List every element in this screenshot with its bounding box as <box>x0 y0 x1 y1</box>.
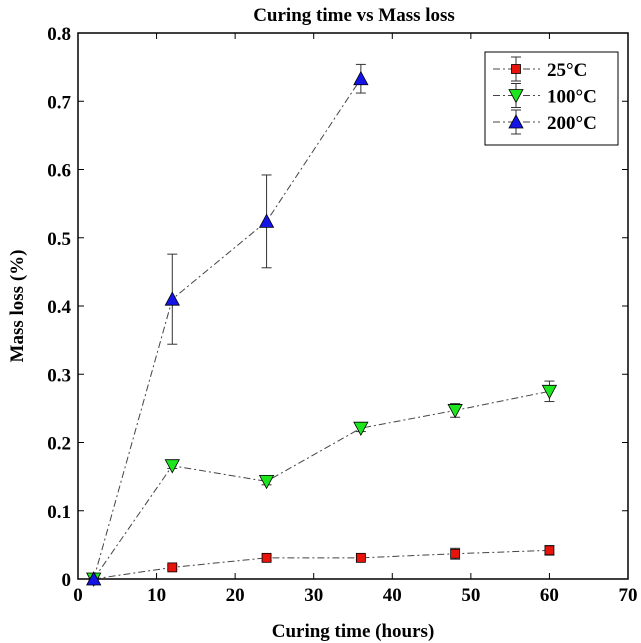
legend: 25°C 100°C 200°C <box>484 51 619 146</box>
y-axis-title: Mass loss (%) <box>7 250 28 363</box>
series-line <box>93 390 550 580</box>
series-1 <box>86 380 558 587</box>
legend-entry: 100°C <box>493 83 597 108</box>
data-point <box>544 545 555 556</box>
data-point <box>261 552 272 563</box>
series-layer <box>86 63 558 587</box>
chart-title: Curing time vs Mass loss <box>253 5 455 26</box>
series-line <box>93 78 362 580</box>
y-tick-label: 0.8 <box>47 24 71 45</box>
data-point <box>258 475 275 490</box>
legend-label: 100°C <box>547 87 597 108</box>
legend-box <box>484 51 619 146</box>
data-point <box>164 291 180 306</box>
data-point <box>258 213 275 228</box>
y-tick-label: 0.7 <box>47 92 71 113</box>
data-point <box>447 404 463 419</box>
series-0 <box>88 545 555 584</box>
x-tick-label: 50 <box>461 585 480 606</box>
x-tick-label: 40 <box>383 585 402 606</box>
series-2 <box>86 63 369 586</box>
data-point <box>167 562 178 573</box>
y-tick-label: 0 <box>62 570 72 591</box>
y-tick-labels: 0 0.1 0.2 0.3 0.4 0.5 0.6 0.7 0.8 <box>47 24 71 591</box>
y-tick-label: 0.4 <box>47 297 71 318</box>
y-tick-label: 0.1 <box>47 502 71 523</box>
data-point <box>355 552 366 563</box>
x-tick-label: 0 <box>73 585 83 606</box>
x-tick-label: 10 <box>147 585 166 606</box>
legend-marker <box>508 89 524 104</box>
axis-ticks <box>77 32 629 580</box>
legend-label: 200°C <box>547 113 597 134</box>
legend-label: 25°C <box>547 60 587 81</box>
x-tick-labels: 0 10 20 30 40 50 60 70 <box>73 585 637 606</box>
legend-marker <box>511 64 521 74</box>
y-tick-label: 0.5 <box>47 229 71 250</box>
data-point <box>353 70 369 86</box>
x-tick-label: 70 <box>619 585 638 606</box>
x-tick-label: 60 <box>540 585 559 606</box>
data-point <box>353 421 369 437</box>
data-point <box>450 548 461 559</box>
series-line <box>93 549 550 580</box>
legend-entry: 25°C <box>493 56 587 82</box>
data-point <box>86 571 102 586</box>
x-tick-label: 30 <box>304 585 323 606</box>
legend-entry: 200°C <box>493 109 597 135</box>
x-axis-title: Curing time (hours) <box>272 621 435 642</box>
x-tick-label: 20 <box>226 585 245 606</box>
y-tick-label: 0.2 <box>47 434 71 455</box>
data-point <box>541 384 558 400</box>
data-point <box>164 459 180 474</box>
legend-marker <box>508 114 524 129</box>
y-tick-label: 0.6 <box>47 161 71 182</box>
y-tick-label: 0.3 <box>47 365 71 386</box>
